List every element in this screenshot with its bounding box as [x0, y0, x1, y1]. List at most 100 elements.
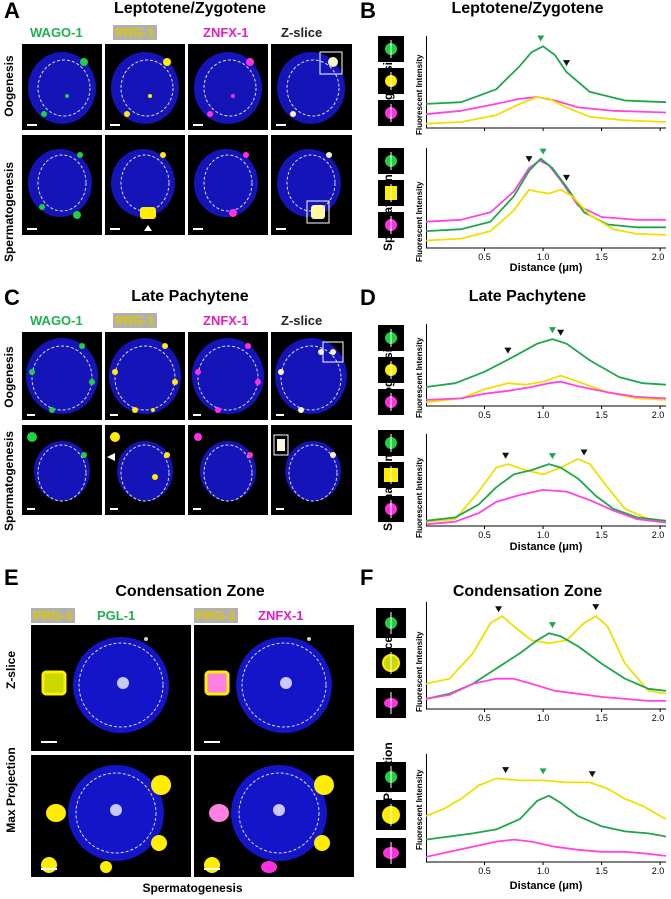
thumb-f-z-pgl1 — [376, 608, 406, 638]
micrograph-c-sp-merge — [271, 425, 352, 515]
panel-c-title: Late Pachytene — [131, 288, 249, 305]
micrograph-a-sp-prg1 — [105, 135, 185, 235]
micrograph-a-oo-prg1 — [105, 44, 185, 130]
channel-label-c-znfx1: ZNFX-1 — [203, 313, 249, 328]
F-maxprojection-peak-marker — [539, 768, 547, 775]
chart-f-zslice: 0.5 1.0 1.5 2.0 — [425, 598, 667, 723]
e-footer-spermatogenesis: Spermatogenesis — [142, 881, 243, 895]
D-spermatogenesis-xtick-label: 1.5 — [595, 530, 608, 540]
b-sp-ylabel: Fluorescent Intensity — [415, 181, 424, 262]
channel-label-c-zslice: Z-slice — [281, 313, 323, 328]
panel-d-title: Late Pachytene — [468, 288, 587, 305]
B-oogenesis-series-yellow — [425, 96, 667, 125]
D-spermatogenesis-axes — [426, 434, 666, 527]
D-spermatogenesis-series-green — [425, 463, 667, 522]
f-xlabel: Distance (μm) — [509, 880, 583, 892]
F-maxprojection-xtick-label: 2.0 — [652, 866, 665, 876]
D-oogenesis-xtick-label: 1.5 — [595, 410, 608, 420]
F-zslice-peak-marker — [495, 606, 503, 613]
micrograph-c-sp-prg1 — [105, 425, 185, 515]
F-maxprojection-xtick-label: 1.5 — [595, 866, 608, 876]
thumb-b-oo-prg1 — [378, 68, 404, 94]
micrograph-e-maxproj-prg1-znfx1 — [194, 755, 354, 877]
D-spermatogenesis-series-yellow — [425, 457, 667, 523]
D-spermatogenesis-svg: 0.5 1.0 1.5 2.0 — [425, 434, 667, 540]
thumb-d-sp-wago1 — [378, 430, 404, 456]
channel-label-e-prg1-right: PRG-1 — [194, 608, 238, 623]
micrograph-a-oo-merge — [271, 44, 352, 130]
d-sp-ylabel: Fluorescent Intensity — [415, 457, 424, 538]
D-oogenesis-svg: 0.5 1.0 1.5 2.0 — [425, 324, 667, 420]
b-xlabel: Distance (μm) — [509, 262, 583, 274]
F-zslice-xtick-label: 0.5 — [478, 713, 491, 723]
F-zslice-svg: 0.5 1.0 1.5 2.0 — [425, 602, 667, 723]
micrograph-a-sp-merge — [271, 135, 352, 235]
micrograph-e-zslice-prg1-pgl1 — [31, 625, 191, 751]
chart-f-maxprojection: 0.5 1.0 1.5 2.0 — [425, 750, 667, 876]
B-oogenesis-peak-marker — [537, 35, 545, 42]
chart-d-spermatogenesis: 0.5 1.0 1.5 2.0 — [425, 430, 667, 540]
micrograph-a-oo-znfx1 — [188, 44, 268, 130]
channel-label-znfx1: ZNFX-1 — [203, 25, 249, 40]
channel-label-e-pgl1: PGL-1 — [97, 608, 136, 623]
B-spermatogenesis-axes — [426, 148, 666, 249]
thumb-b-sp-prg1 — [378, 180, 404, 206]
row-label-e-zslice: Z-slice — [4, 651, 18, 690]
channel-label-e-prg1-left: PRG-1 — [31, 608, 75, 623]
channel-label-c-wago1: WAGO-1 — [30, 313, 83, 328]
F-zslice-peak-marker — [592, 604, 600, 611]
B-oogenesis-svg — [425, 35, 667, 131]
row-label-c-oogenesis: Oogenesis — [2, 346, 16, 408]
F-maxprojection-peak-marker — [502, 767, 510, 774]
B-oogenesis-series-magenta — [425, 96, 667, 116]
F-zslice-xtick-label: 1.5 — [595, 713, 608, 723]
panel-f-title: Condensation Zone — [452, 583, 603, 600]
F-maxprojection-series-yellow — [425, 777, 667, 820]
panel-letter-e: E — [4, 565, 19, 590]
row-label-e-maxprojection: Max Projection — [4, 747, 18, 833]
F-zslice-xtick-label: 2.0 — [652, 713, 665, 723]
channel-label-zslice: Z-slice — [281, 25, 323, 40]
row-label-c-spermatogenesis: Spermatogenesis — [2, 430, 16, 532]
D-spermatogenesis-xtick-label: 0.5 — [478, 530, 491, 540]
thumb-b-oo-wago1 — [378, 36, 404, 62]
b-oo-ylabel: Fluorescent Intensity — [415, 54, 424, 135]
thumb-d-oo-prg1 — [378, 357, 404, 383]
B-spermatogenesis-series-green — [425, 157, 666, 232]
micrograph-c-oo-merge — [271, 332, 352, 420]
panel-e-title: Condensation Zone — [115, 583, 265, 600]
D-spermatogenesis-peak-marker — [580, 449, 588, 456]
thumb-b-sp-wago1 — [378, 148, 404, 174]
F-zslice-series-magenta — [425, 677, 666, 702]
thumb-f-mp-prg1 — [376, 800, 406, 830]
D-oogenesis-peak-marker — [504, 347, 512, 354]
thumb-f-mp-pgl1 — [376, 762, 406, 792]
F-maxprojection-peak-marker — [588, 771, 596, 778]
F-maxprojection-xtick-label: 0.5 — [478, 866, 491, 876]
D-oogenesis-peak-marker — [557, 329, 565, 336]
F-maxprojection-xtick-label: 1.0 — [537, 866, 550, 876]
panel-letter-c: C — [4, 285, 20, 310]
B-spermatogenesis-svg: 0.5 1.0 1.5 2.0 — [425, 148, 667, 262]
panel-b-title: Leptotene/Zygotene — [451, 0, 604, 17]
F-zslice-series-yellow — [425, 615, 667, 695]
micrograph-c-oo-znfx1 — [188, 332, 268, 420]
F-zslice-peak-marker — [548, 622, 556, 629]
B-spermatogenesis-peak-marker — [562, 174, 570, 181]
thumb-d-sp-znfx1 — [378, 496, 404, 522]
f-z-ylabel: Fluorescent Intensity — [415, 631, 424, 712]
D-oogenesis-xtick-label: 0.5 — [478, 410, 491, 420]
thumb-d-oo-znfx1 — [378, 389, 404, 415]
chart-b-spermatogenesis: 0.5 1.0 1.5 2.0 — [425, 144, 667, 262]
micrograph-c-oo-prg1 — [105, 332, 185, 420]
D-spermatogenesis-peak-marker — [502, 452, 510, 459]
thumb-f-z-prg1 — [376, 648, 406, 678]
D-spermatogenesis-series-magenta — [425, 489, 667, 526]
B-spermatogenesis-xtick-label: 1.5 — [595, 252, 608, 262]
F-zslice-xtick-label: 1.0 — [537, 713, 550, 723]
panel-letter-f: F — [360, 565, 374, 590]
micrograph-c-sp-wago1 — [22, 425, 102, 515]
F-maxprojection-svg: 0.5 1.0 1.5 2.0 — [425, 754, 667, 876]
D-oogenesis-peak-marker — [548, 327, 556, 334]
channel-label-prg1: PRG-1 — [113, 25, 157, 40]
